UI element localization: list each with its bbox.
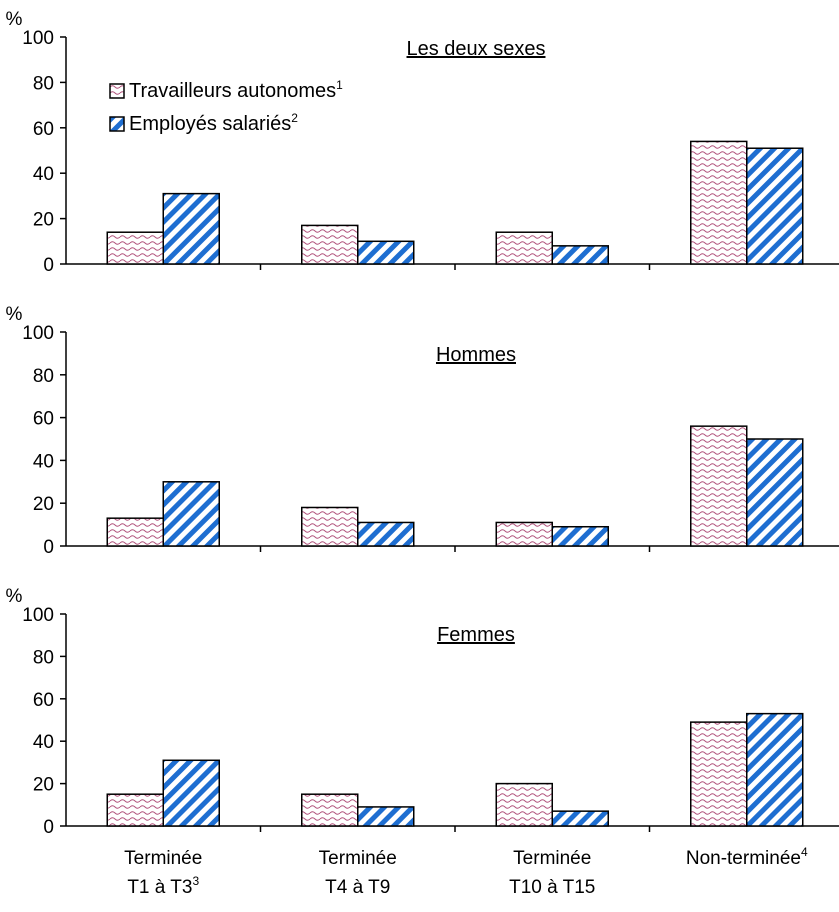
legend: Travailleurs autonomes1 Employés salariés… [109, 78, 343, 135]
category-labels: Terminée T1 à T33 Terminée T4 à T9 Terminée T… [124, 845, 808, 898]
y-unit-label: % [6, 586, 23, 607]
x-tick-label: Terminée [319, 848, 397, 869]
legend-swatch-1 [109, 116, 125, 132]
bar-travailleurs-2 [495, 521, 553, 547]
legend-label-1: Employés salariés2 [129, 111, 298, 135]
bar-employes-0 [162, 481, 220, 547]
y-tick-label: 40 [33, 732, 54, 753]
y-tick-label: 80 [33, 73, 54, 94]
y-tick-label: 0 [43, 817, 54, 838]
x-tick-label: Non-terminée4 [686, 845, 808, 869]
x-tick-label: Terminée [124, 848, 202, 869]
panel-title: Hommes [436, 344, 516, 366]
x-tick-label-text: Terminée [319, 848, 397, 869]
y-tick-label: 60 [33, 409, 54, 430]
x-tick-label-sup: 4 [801, 845, 808, 859]
x-tick-label-sup: 3 [192, 874, 199, 888]
y-tick-label: 80 [33, 366, 54, 387]
y-tick-label: 100 [22, 605, 54, 626]
y-unit-label: % [6, 304, 23, 325]
y-tick-label: 80 [33, 647, 54, 668]
y-tick-label: 40 [33, 451, 54, 472]
bar-employes-1 [357, 240, 415, 265]
legend-sup-1: 2 [291, 111, 298, 125]
y-tick-label: 0 [43, 537, 54, 558]
legend-label-0: Travailleurs autonomes1 [129, 78, 343, 102]
y-tick-label: 20 [33, 210, 54, 231]
bar-travailleurs-0 [106, 793, 164, 827]
legend-name-1: Employés salariés [129, 113, 291, 135]
x-tick-label-text: Terminée [124, 848, 202, 869]
bar-travailleurs-0 [106, 517, 164, 547]
bar-employes-3 [746, 438, 804, 547]
bar-employes-3 [746, 147, 804, 265]
bar-travailleurs-2 [495, 231, 553, 265]
y-tick-label: 60 [33, 690, 54, 711]
x-tick-label: T4 à T9 [325, 877, 390, 898]
x-tick-label-text: T1 à T3 [127, 877, 192, 898]
panel-1: % 0 20 40 60 80 100 Hommes [6, 304, 839, 558]
bar-travailleurs-1 [301, 506, 359, 547]
x-tick-label-text: T4 à T9 [325, 877, 390, 898]
bar-employes-1 [357, 521, 415, 547]
y-tick-label: 60 [33, 119, 54, 140]
bar-employes-2 [551, 525, 609, 547]
bar-employes-3 [746, 712, 804, 827]
x-tick-label: T1 à T33 [127, 874, 199, 898]
y-unit-label: % [6, 9, 23, 30]
bar-travailleurs-3 [690, 140, 748, 265]
legend-name-0: Travailleurs autonomes [129, 80, 336, 102]
panel-2: % 0 20 40 60 80 100 Femmes [6, 586, 839, 838]
bar-employes-2 [551, 810, 609, 827]
legend-sup-0: 1 [336, 78, 343, 92]
bar-employes-0 [162, 759, 220, 827]
legend-swatch-0 [109, 83, 125, 99]
bar-travailleurs-3 [690, 425, 748, 547]
panel-title: Femmes [437, 624, 515, 646]
y-tick-label: 20 [33, 494, 54, 515]
y-tick-label: 0 [43, 255, 54, 276]
bar-travailleurs-0 [106, 231, 164, 265]
bar-travailleurs-1 [301, 793, 359, 827]
y-tick-label: 40 [33, 164, 54, 185]
bar-employes-0 [162, 192, 220, 265]
y-tick-label: 20 [33, 775, 54, 796]
bar-employes-2 [551, 245, 609, 265]
bar-employes-1 [357, 806, 415, 827]
x-tick-label: Terminée [513, 848, 591, 869]
bar-travailleurs-2 [495, 782, 553, 827]
x-tick-label: T10 à T15 [509, 877, 595, 898]
panel-title: Les deux sexes [407, 38, 546, 60]
x-tick-label-text: T10 à T15 [509, 877, 595, 898]
y-tick-label: 100 [22, 28, 54, 49]
x-tick-label-text: Terminée [513, 848, 591, 869]
y-tick-label: 100 [22, 323, 54, 344]
bar-travailleurs-1 [301, 224, 359, 265]
x-tick-label-text: Non-terminée [686, 848, 801, 869]
panel-0: % 0 20 40 60 80 100 Les deux sexes [6, 9, 839, 276]
bar-travailleurs-3 [690, 721, 748, 827]
